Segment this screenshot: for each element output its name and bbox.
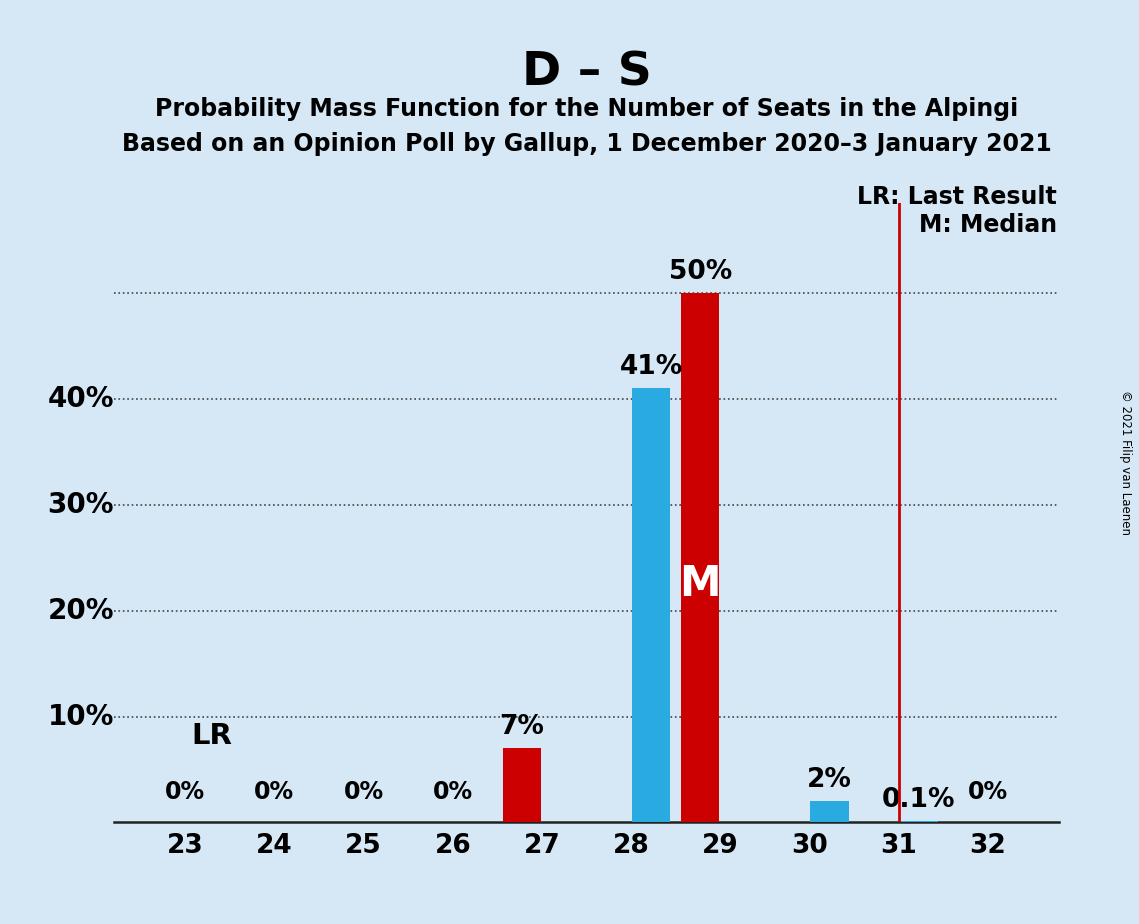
- Text: D – S: D – S: [522, 51, 652, 96]
- Bar: [811, 801, 849, 822]
- Text: 0%: 0%: [968, 781, 1008, 805]
- Text: 2%: 2%: [808, 767, 852, 793]
- Text: M: M: [680, 564, 721, 605]
- Bar: [900, 821, 939, 822]
- Bar: [502, 748, 541, 822]
- Text: 0.1%: 0.1%: [882, 787, 956, 813]
- Text: 41%: 41%: [620, 354, 683, 380]
- Text: © 2021 Filip van Laenen: © 2021 Filip van Laenen: [1118, 390, 1132, 534]
- Text: 20%: 20%: [48, 597, 114, 625]
- Text: 10%: 10%: [48, 702, 114, 731]
- Text: LR: Last Result: LR: Last Result: [858, 185, 1057, 209]
- Text: 30%: 30%: [48, 491, 114, 519]
- Bar: [681, 293, 720, 822]
- Text: 0%: 0%: [165, 781, 205, 805]
- Text: 50%: 50%: [669, 259, 732, 285]
- Text: LR: LR: [191, 722, 232, 749]
- Text: 0%: 0%: [433, 781, 473, 805]
- Text: 0%: 0%: [254, 781, 295, 805]
- Text: 40%: 40%: [48, 385, 114, 413]
- Text: Probability Mass Function for the Number of Seats in the Alpingi: Probability Mass Function for the Number…: [155, 97, 1018, 121]
- Text: M: Median: M: Median: [919, 213, 1057, 237]
- Text: 0%: 0%: [344, 781, 384, 805]
- Text: 7%: 7%: [500, 714, 544, 740]
- Text: Based on an Opinion Poll by Gallup, 1 December 2020–3 January 2021: Based on an Opinion Poll by Gallup, 1 De…: [122, 132, 1051, 156]
- Bar: [632, 388, 671, 822]
